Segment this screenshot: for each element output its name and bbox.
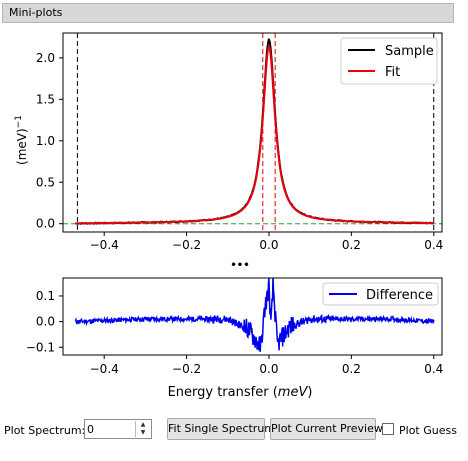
splitter-handle[interactable]: •••	[230, 260, 249, 271]
top-xtick-label: 0.2	[342, 238, 361, 252]
top-plot: (meV)−1 0.0 0.5 1.0 1.5 2.0 −0.4 −0.2 0.0 0.2 0.…	[14, 32, 443, 252]
top-ytick-label: 2.0	[36, 51, 55, 65]
bottom-legend[interactable]: Difference	[322, 282, 439, 306]
plot-guess-checkbox[interactable]	[382, 423, 394, 435]
control-bar: Plot Spectrum: ▲ ▼ Fit Single Spectrum P…	[0, 416, 468, 442]
bottom-xticks: −0.4 −0.2 0.0 0.2 0.4	[90, 355, 443, 376]
mini-plots-header: Mini-plots	[2, 3, 454, 23]
bottom-yticks: 0.1 0.0 −0.1	[26, 289, 63, 354]
top-ytick-label: 0.5	[36, 175, 55, 189]
bottom-legend-box	[322, 282, 439, 306]
plot-spectrum-input[interactable]	[87, 421, 133, 437]
series-line-difference	[74, 278, 435, 353]
legend-label-sample: Sample	[385, 44, 434, 59]
plot-current-preview-button[interactable]: Plot Current Preview	[270, 418, 383, 440]
spinbox-arrows[interactable]: ▲ ▼	[135, 421, 150, 437]
plots-canvas: (meV)−1 0.00.51.01.52.0 −0.4 −0.2 0.0 0.2 0.…	[14, 32, 443, 400]
fit-single-spectrum-button[interactable]: Fit Single Spectrum	[167, 418, 275, 440]
bottom-ytick-label: 0.0	[36, 315, 55, 329]
legend-label-difference: Difference	[366, 288, 433, 303]
top-ytick-label: 1.5	[36, 92, 55, 106]
top-xtick-label: 0.0	[259, 238, 278, 252]
svg-text:(meV)−1: (meV)−1	[14, 115, 29, 165]
series-line-fit	[75, 45, 434, 225]
top-xtick-label: −0.4	[90, 238, 119, 252]
top-plot-lines	[63, 33, 442, 232]
top-legend[interactable]: Sample Fit	[340, 37, 438, 85]
bottom-xtick-label: −0.4	[90, 362, 119, 376]
top-xtick-label: 0.4	[424, 238, 443, 252]
top-ytick-label: 0.0	[36, 217, 55, 231]
plot-guess-label: Plot Guess	[399, 424, 457, 437]
plot-spectrum-label: Plot Spectrum:	[4, 424, 86, 437]
bottom-ytick-label: 0.1	[36, 289, 55, 303]
bottom-plot: 0.1 0.0 −0.1 −0.4 −0.2 0.0 0.2 0.4 Energy tran…	[26, 277, 443, 400]
top-xticks: −0.4 −0.2 0.0 0.2 0.4	[90, 232, 443, 252]
bottom-xtick-label: 0.2	[342, 362, 361, 376]
bottom-xtick-label: 0.4	[424, 362, 443, 376]
top-xtick-label: −0.2	[172, 238, 201, 252]
plot-spectrum-spinbox[interactable]: ▲ ▼	[84, 419, 152, 439]
top-yticks: 0.0 0.5 1.0 1.5 2.0	[36, 51, 63, 231]
bottom-plot-frame	[62, 277, 443, 356]
panel-title: Mini-plots	[9, 6, 63, 19]
spin-down-icon[interactable]: ▼	[140, 429, 146, 436]
bottom-xtick-label: 0.0	[259, 362, 278, 376]
bottom-xtick-label: −0.2	[172, 362, 201, 376]
spin-up-icon[interactable]: ▲	[140, 421, 146, 428]
top-plot-frame	[62, 32, 443, 233]
legend-label-fit: Fit	[385, 65, 400, 80]
top-plot-ylabel: (meV)−1	[14, 115, 29, 165]
bottom-ytick-label: −0.1	[26, 340, 55, 354]
top-ytick-label: 1.0	[36, 134, 55, 148]
bottom-xlabel: Energy transfer (meV)	[168, 385, 313, 400]
bottom-plot-lines	[74, 278, 435, 353]
